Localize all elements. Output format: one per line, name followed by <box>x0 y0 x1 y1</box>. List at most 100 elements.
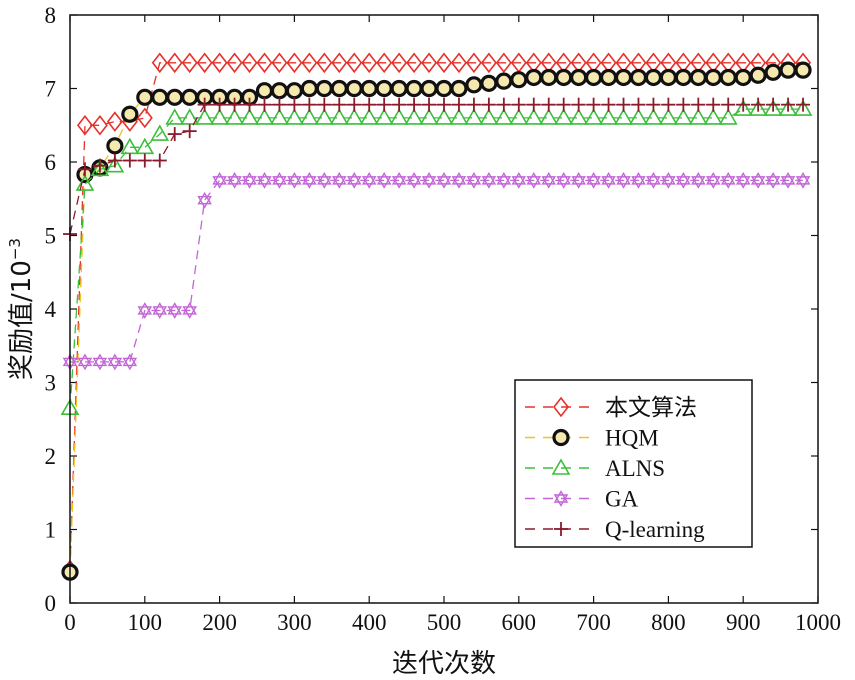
y-tick-label: 5 <box>45 224 57 249</box>
data-point <box>92 353 108 371</box>
data-point <box>691 171 706 189</box>
data-point <box>766 97 781 112</box>
data-point <box>435 79 453 98</box>
x-tick-label: 200 <box>202 610 237 635</box>
data-point <box>779 61 797 79</box>
data-point <box>689 68 707 87</box>
data-point <box>137 153 152 168</box>
data-point <box>464 108 484 125</box>
data-point <box>361 171 377 189</box>
data-point <box>571 97 586 112</box>
data-point <box>167 127 182 142</box>
data-point <box>437 97 451 112</box>
data-point <box>241 52 258 74</box>
data-point <box>332 97 347 112</box>
data-point <box>436 171 452 189</box>
legend-item: Q-learning <box>525 517 705 542</box>
data-point <box>181 52 198 74</box>
data-point <box>210 108 229 125</box>
data-point <box>106 111 123 132</box>
data-point <box>317 97 332 112</box>
data-point <box>151 52 168 74</box>
data-point <box>391 171 407 189</box>
x-tick-label: 700 <box>576 610 611 635</box>
data-point <box>481 171 497 189</box>
data-point <box>272 171 287 189</box>
data-point <box>614 68 633 87</box>
legend-items: 本文算法 HQM ALNS GA Q-learning <box>525 395 705 542</box>
data-point <box>227 97 242 112</box>
data-point <box>586 171 601 189</box>
data-point <box>302 97 317 112</box>
data-point <box>360 79 378 98</box>
data-point <box>465 76 483 94</box>
data-point <box>391 52 408 74</box>
data-point <box>270 108 289 125</box>
legend-label: 本文算法 <box>605 395 697 421</box>
data-point <box>764 63 782 81</box>
data-point <box>182 124 197 139</box>
data-point <box>226 52 243 74</box>
data-point <box>794 61 812 79</box>
data-point <box>375 79 393 98</box>
data-point <box>511 171 527 189</box>
data-point <box>644 68 663 87</box>
data-point <box>257 171 272 189</box>
data-point <box>691 97 706 112</box>
data-point <box>76 114 93 136</box>
series-1 <box>61 61 812 581</box>
data-point <box>706 171 721 189</box>
data-point <box>676 171 691 189</box>
x-tick-label: 500 <box>427 610 462 635</box>
x-tick-label: 600 <box>502 610 537 635</box>
data-point <box>614 108 633 125</box>
data-point <box>526 171 542 189</box>
data-point <box>646 97 661 112</box>
data-point <box>150 124 170 141</box>
data-point <box>389 108 409 125</box>
data-point <box>332 171 347 189</box>
data-point <box>526 97 541 112</box>
data-point <box>599 68 618 87</box>
data-point <box>434 108 454 125</box>
data-point <box>212 97 227 112</box>
data-point <box>524 108 544 125</box>
data-point <box>556 171 571 189</box>
data-point <box>302 171 317 189</box>
series-3 <box>62 171 811 371</box>
data-point <box>167 302 182 319</box>
data-point <box>421 52 438 74</box>
data-point <box>407 97 422 112</box>
x-axis-title: 迭代次数 <box>392 649 496 679</box>
data-point <box>435 52 453 74</box>
data-point <box>344 108 364 125</box>
data-point <box>451 171 467 189</box>
data-point <box>495 52 512 74</box>
data-point <box>255 108 274 125</box>
x-tick-label: 1000 <box>795 610 841 635</box>
data-point <box>450 52 467 74</box>
data-point <box>736 97 751 112</box>
legend-item: ALNS <box>525 456 665 481</box>
data-point <box>629 68 648 87</box>
x-axis-ticks: 0 100 200 300 400 500 600 700 800 900 1000 <box>64 15 841 635</box>
data-point <box>750 171 766 189</box>
data-point <box>180 108 200 125</box>
data-point <box>481 97 496 112</box>
data-point <box>75 174 95 191</box>
data-point <box>242 97 257 112</box>
data-point <box>601 171 616 189</box>
x-tick-label: 0 <box>64 610 76 635</box>
y-tick-label: 1 <box>45 518 57 543</box>
legend-marker <box>553 490 569 507</box>
y-axis-title: 奖励值/10−3 <box>6 238 37 380</box>
data-point <box>404 108 424 125</box>
data-point <box>629 108 648 125</box>
data-point <box>286 52 303 74</box>
y-tick-label: 6 <box>45 150 57 175</box>
data-point <box>376 52 393 74</box>
data-point <box>586 97 601 112</box>
data-point <box>92 158 107 173</box>
data-point <box>77 162 92 177</box>
data-point <box>571 171 586 189</box>
